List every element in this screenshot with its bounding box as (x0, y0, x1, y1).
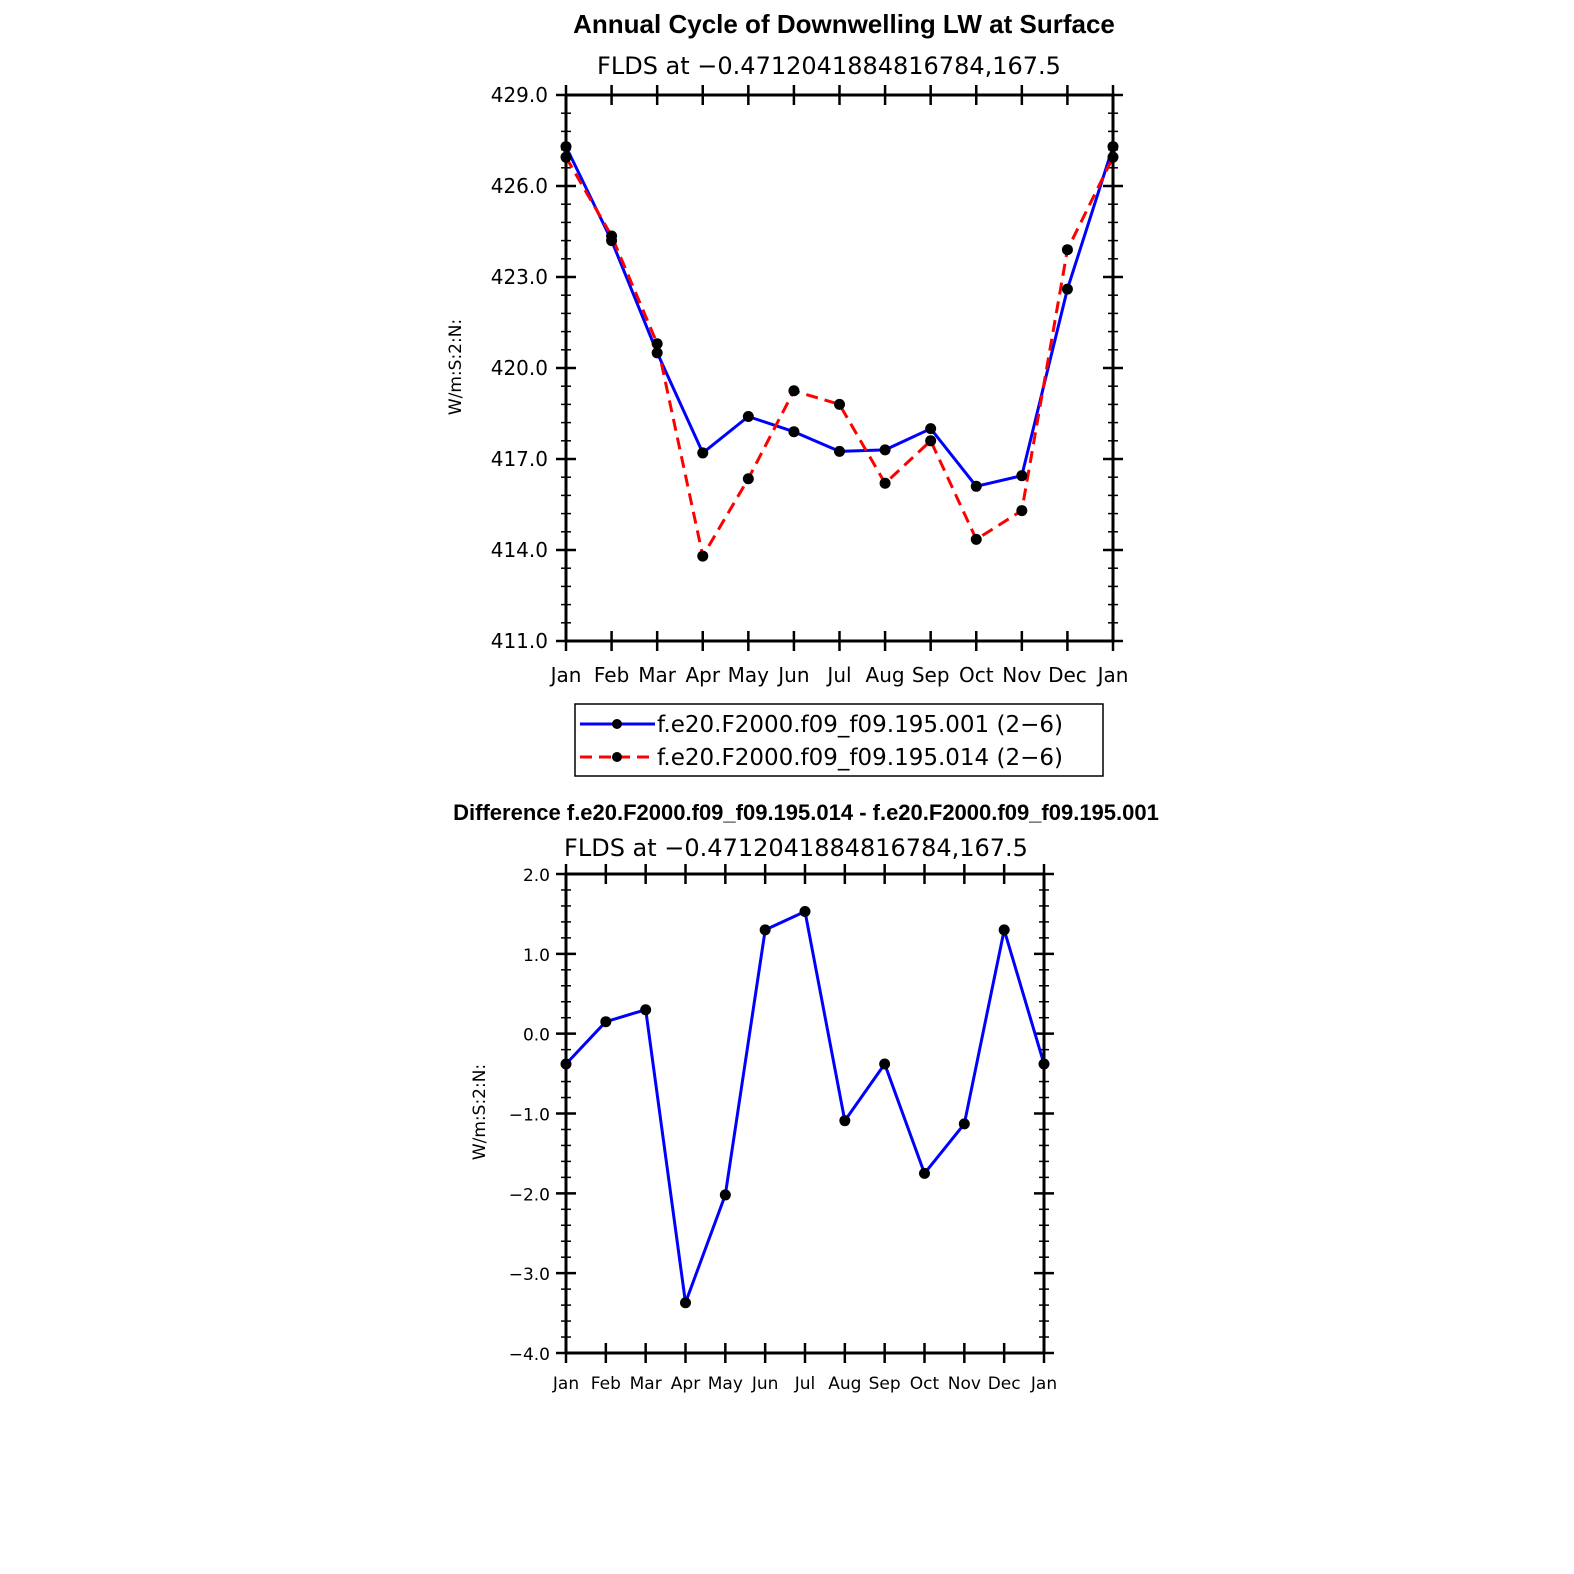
chart1-title: Annual Cycle of Downwelling LW at Surfac… (573, 9, 1115, 39)
legend-marker-series-001 (612, 719, 622, 729)
y-tick-label: 420.0 (491, 356, 548, 380)
x-tick-label: May (728, 663, 770, 687)
data-point-series-0 (919, 1167, 930, 1179)
data-point-series-1 (1016, 505, 1028, 517)
y-tick-label: −1.0 (509, 1106, 550, 1126)
data-point-series-1 (742, 473, 754, 485)
data-point-series-0 (834, 445, 845, 457)
legend-label-series-001: f.e20.F2000.f09_f09.195.001 (2−6) (657, 712, 1063, 738)
chart2-plot-frame (564, 872, 1046, 1355)
y-tick-label: 2.0 (523, 866, 550, 886)
x-tick-label: Oct (910, 1374, 940, 1394)
data-point-series-0 (680, 1297, 691, 1309)
chart2-title: Difference f.e20.F2000.f09_f09.195.014 -… (453, 800, 1159, 825)
x-tick-label: Feb (591, 1374, 621, 1394)
x-tick-label: May (708, 1374, 743, 1394)
data-point-series-0 (970, 480, 982, 492)
data-point-series-0 (719, 1189, 731, 1201)
data-point-series-0 (958, 1118, 970, 1130)
data-point-series-1 (970, 533, 982, 545)
x-tick-label: Apr (685, 663, 720, 687)
y-tick-label: −3.0 (509, 1265, 550, 1285)
data-point-series-1 (879, 477, 891, 489)
legend-marker-series-014 (612, 752, 622, 762)
data-point-series-0 (925, 423, 937, 435)
data-point-series-1 (697, 550, 709, 562)
data-point-series-1 (788, 385, 800, 397)
legend-label-series-014: f.e20.F2000.f09_f09.195.014 (2−6) (657, 745, 1063, 771)
data-point-series-0 (742, 411, 754, 423)
y-tick-label: 411.0 (491, 629, 548, 653)
chart2-x-tick-labels: Jan Feb Mar Apr May Jun Jul Aug Sep Oct Nov Dec Jan (552, 1374, 1057, 1394)
data-point-series-0 (640, 1004, 652, 1016)
x-tick-label: Jan (1096, 663, 1129, 687)
x-tick-label: Jan (549, 663, 582, 687)
data-point-series-0 (839, 1115, 851, 1127)
x-tick-label: Apr (671, 1374, 700, 1394)
x-tick-label: Aug (866, 663, 905, 687)
chart1-plot-frame (564, 93, 1115, 643)
x-tick-label: Jul (794, 1374, 816, 1394)
x-tick-label: Jan (1030, 1374, 1057, 1394)
chart1-series (560, 141, 1119, 562)
x-tick-label: Sep (912, 663, 950, 687)
data-point-series-1 (651, 338, 663, 350)
x-tick-label: Jun (751, 1374, 779, 1394)
chart2-subtitle: FLDS at −0.4712041884816784,167.5 (564, 834, 1028, 862)
data-point-series-0 (879, 444, 891, 456)
chart2-ylabel: W/m:S:2:N: (470, 1064, 490, 1160)
data-point-series-0 (1016, 470, 1028, 482)
data-point-series-1 (1061, 244, 1073, 256)
x-tick-label: Nov (948, 1374, 981, 1394)
data-point-series-0 (651, 347, 663, 359)
chart1-legend: f.e20.F2000.f09_f09.195.001 (2−6) f.e20.… (574, 703, 1104, 777)
x-tick-label: Sep (869, 1374, 901, 1394)
annual-cycle-chart: Annual Cycle of Downwelling LW at Surfac… (446, 9, 1129, 777)
y-tick-label: 0.0 (523, 1026, 550, 1046)
data-point-series-0 (600, 1016, 612, 1028)
x-tick-label: Dec (1048, 663, 1087, 687)
y-tick-label: 1.0 (523, 946, 550, 966)
x-tick-label: Mar (638, 663, 677, 687)
data-point-series-0 (1061, 283, 1073, 295)
y-tick-label: 417.0 (491, 447, 548, 471)
y-tick-label: 414.0 (491, 538, 548, 562)
data-point-series-0 (799, 906, 811, 918)
data-point-series-0 (879, 1058, 891, 1070)
data-point-series-1 (834, 398, 845, 410)
chart1-ylabel: W/m:S:2:N: (446, 319, 466, 415)
x-tick-label: Mar (630, 1374, 662, 1394)
data-point-series-1 (925, 435, 937, 447)
data-point-series-0 (998, 924, 1010, 936)
x-tick-label: Aug (828, 1374, 861, 1394)
chart1-subtitle: FLDS at −0.4712041884816784,167.5 (597, 52, 1061, 80)
chart2-series (560, 906, 1050, 1309)
chart2-y-tick-labels: −4.0 −3.0 −2.0 −1.0 0.0 1.0 2.0 (509, 866, 550, 1365)
data-point-series-0 (788, 426, 800, 438)
y-tick-label: −4.0 (509, 1345, 550, 1365)
x-tick-label: Oct (959, 663, 994, 687)
data-point-series-0 (697, 447, 709, 459)
x-tick-label: Dec (988, 1374, 1021, 1394)
y-tick-label: 429.0 (491, 83, 548, 107)
y-tick-label: 426.0 (491, 174, 548, 198)
difference-chart: Difference f.e20.F2000.f09_f09.195.014 -… (453, 800, 1159, 1394)
y-tick-label: −2.0 (509, 1185, 550, 1205)
chart1-y-tick-labels: 411.0 414.0 417.0 420.0 423.0 426.0 429.0 (491, 83, 548, 653)
x-tick-label: Jul (825, 663, 851, 687)
x-tick-label: Feb (594, 663, 629, 687)
x-tick-label: Nov (1002, 663, 1041, 687)
x-tick-label: Jun (776, 663, 809, 687)
legend-box (574, 703, 1104, 777)
data-point-series-0 (759, 924, 771, 936)
data-point-series-1 (606, 230, 618, 242)
chart1-x-tick-labels: Jan Feb Mar Apr May Jun Jul Aug Sep Oct Nov Dec Jan (549, 663, 1129, 687)
y-tick-label: 423.0 (491, 265, 548, 289)
x-tick-label: Jan (552, 1374, 579, 1394)
